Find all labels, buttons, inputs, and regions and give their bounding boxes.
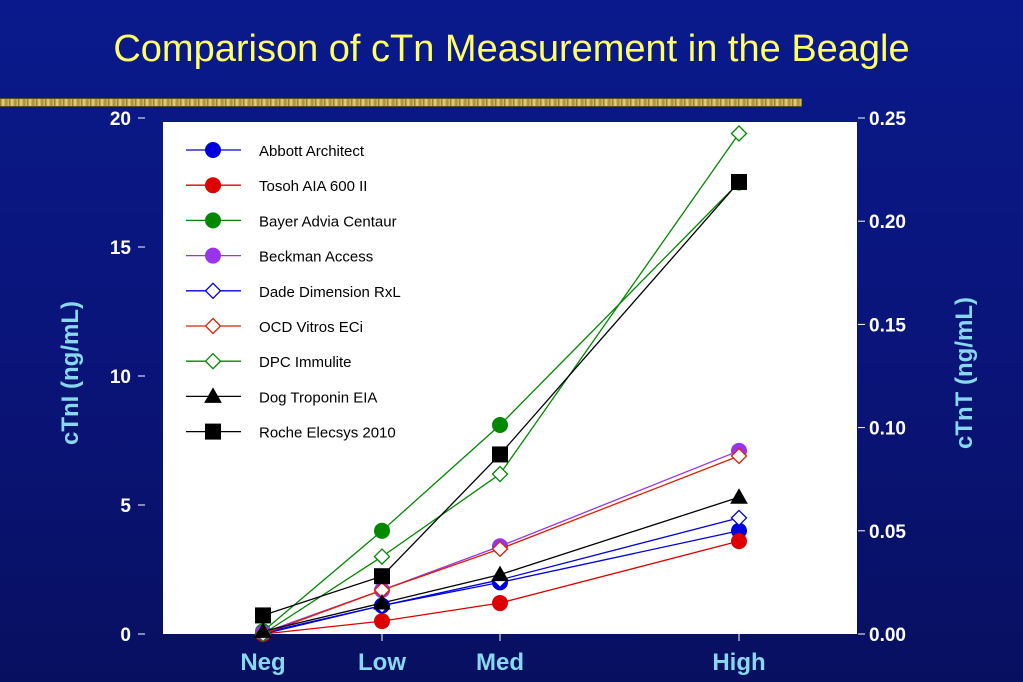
legend-item: Abbott Architect <box>186 142 365 160</box>
left-tick-label: 0 <box>120 625 131 646</box>
legend-marker <box>204 282 222 300</box>
legend-item: OCD Vitros ECi <box>186 317 363 336</box>
slide-title: Comparison of cTn Measurement in the Bea… <box>113 28 910 70</box>
series-line <box>262 540 740 635</box>
data-point <box>373 548 391 566</box>
legend-label: Dog Troponin EIA <box>259 389 377 406</box>
legend-label: Bayer Advia Centaur <box>259 213 397 230</box>
x-tick-label: High <box>712 649 765 676</box>
right-tick-label: 0.00 <box>869 625 906 646</box>
legend-item: Roche Elecsys 2010 <box>186 423 396 442</box>
right-tick-label: 0.25 <box>869 109 906 130</box>
legend-item: DPC Immulite <box>186 352 352 371</box>
data-point <box>492 417 508 434</box>
series-line <box>262 455 740 635</box>
data-point <box>730 447 748 465</box>
left-tick-label: 20 <box>110 109 131 130</box>
data-point <box>730 125 748 142</box>
legend-marker <box>205 142 221 158</box>
right-axis-title: cTnT (ng/mL) <box>951 297 978 449</box>
title-divider <box>0 98 802 107</box>
data-point <box>373 594 391 610</box>
legend-marker <box>205 247 221 264</box>
data-point <box>491 540 509 558</box>
legend-marker <box>204 317 222 335</box>
series-dog-troponin-eia <box>254 488 748 638</box>
right-tick-label: 0.05 <box>869 522 906 543</box>
x-tick-label: Med <box>476 649 524 676</box>
series-layer <box>254 125 748 643</box>
left-y-axis: 0 5 10 15 20 <box>110 109 145 646</box>
legend-label: Tosoh AIA 600 II <box>259 178 367 195</box>
left-axis-title: cTnI (ng/mL) <box>57 301 84 445</box>
legend-item: Beckman Access <box>186 247 373 266</box>
series-roche-elecsys-2010 <box>255 173 747 624</box>
legend-marker <box>205 423 221 440</box>
legend-item: Tosoh AIA 600 II <box>186 177 367 195</box>
left-tick-label: 15 <box>110 238 132 259</box>
data-point <box>731 533 747 550</box>
data-point <box>254 622 272 638</box>
data-point <box>492 595 508 612</box>
series-line <box>262 496 740 633</box>
legend-label: Dade Dimension RxL <box>259 284 401 301</box>
left-tick-label: 10 <box>110 367 131 388</box>
legend-marker <box>205 212 221 229</box>
data-point <box>374 568 390 585</box>
legend-label: Roche Elecsys 2010 <box>259 425 396 442</box>
data-point <box>374 613 390 630</box>
data-point <box>731 173 747 190</box>
data-point <box>492 446 508 463</box>
legend-marker <box>204 387 222 403</box>
legend: Abbott Architect Tosoh AIA 600 II Bayer Ad… <box>186 142 401 442</box>
right-tick-label: 0.10 <box>869 419 906 440</box>
x-axis: Neg Low Med High <box>240 634 766 676</box>
right-y-axis: 0.00 0.05 0.10 0.15 0.20 0.25 <box>858 109 906 646</box>
left-tick-label: 5 <box>120 496 131 517</box>
data-point <box>730 488 748 504</box>
legend-marker <box>204 352 222 370</box>
x-tick-label: Neg <box>240 649 285 676</box>
legend-item: Bayer Advia Centaur <box>186 212 397 230</box>
legend-item: Dade Dimension RxL <box>186 282 401 301</box>
legend-label: OCD Vitros ECi <box>259 319 363 336</box>
plot-area <box>163 122 857 634</box>
right-tick-label: 0.20 <box>869 212 906 233</box>
series-line <box>262 181 740 617</box>
data-point <box>255 607 271 624</box>
right-tick-label: 0.15 <box>869 315 906 336</box>
legend-item: Dog Troponin EIA <box>186 387 377 406</box>
legend-marker <box>205 177 221 194</box>
x-tick-label: Low <box>358 649 406 676</box>
data-point <box>374 522 390 539</box>
data-point <box>491 465 509 483</box>
legend-label: Abbott Architect <box>259 143 365 160</box>
data-point <box>730 509 748 527</box>
legend-label: DPC Immulite <box>259 354 352 371</box>
series-line <box>262 517 740 635</box>
data-point <box>491 565 509 582</box>
legend-label: Beckman Access <box>259 249 373 266</box>
